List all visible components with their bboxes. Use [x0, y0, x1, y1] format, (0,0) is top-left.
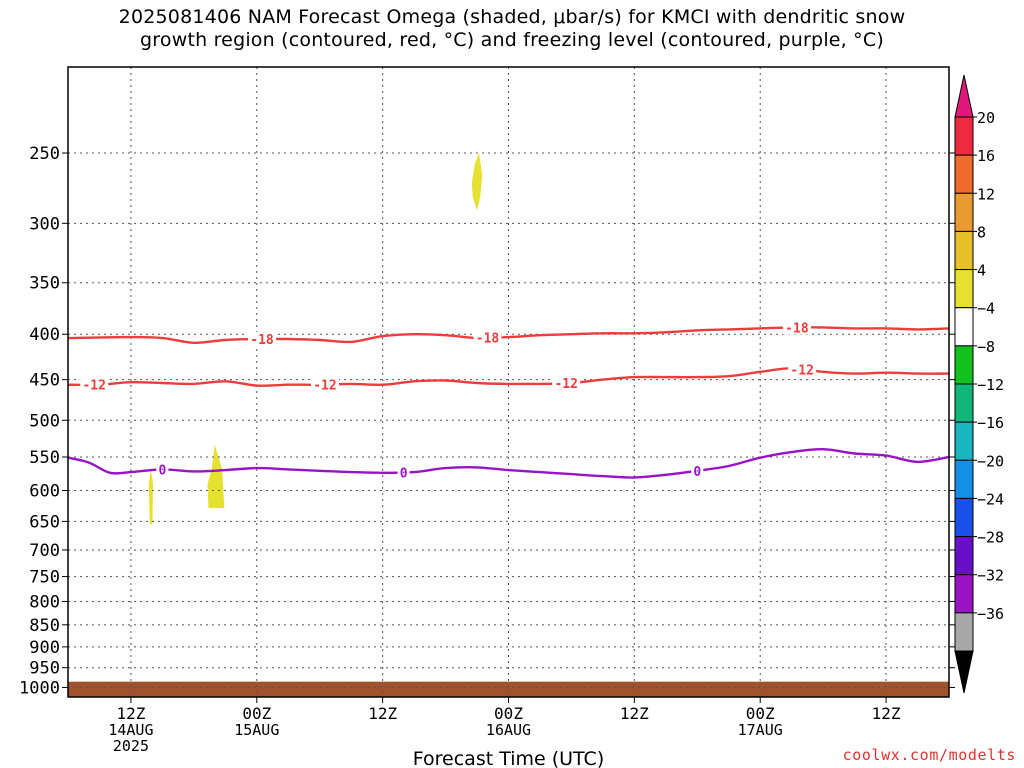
chart-title-line-1: 2025081406 NAM Forecast Omega (shaded, μ…	[118, 6, 906, 28]
x-tick-label: 17AUG	[738, 721, 783, 739]
x-tick-label: 16AUG	[486, 721, 531, 739]
colorbar-swatch	[954, 497, 974, 538]
contour-label-bg	[788, 362, 817, 377]
y-tick-label: 400	[29, 325, 60, 345]
colorbar-label: 16	[977, 147, 995, 165]
contour-label: 0	[400, 466, 408, 481]
x-axis-title: Forecast Time (UTC)	[413, 748, 604, 768]
y-tick-label: 550	[29, 448, 60, 468]
contour-label: 0	[693, 465, 701, 480]
x-tick-label: 12Z	[872, 704, 901, 723]
colorbar-swatch	[954, 307, 974, 347]
omega-shaded-region	[148, 468, 153, 525]
y-tick-label: 600	[29, 482, 60, 502]
colorbar-label: −24	[977, 490, 1004, 508]
chart-title: 2025081406 NAM Forecast Omega (shaded, μ…	[0, 6, 1024, 52]
colorbar-label: −28	[977, 529, 1004, 547]
x-tick-label: 12Z	[620, 704, 649, 723]
contour-label: -12	[313, 379, 336, 394]
colorbar-arrow-top	[954, 74, 974, 118]
colorbar-swatch	[954, 574, 974, 614]
y-tick-label: 300	[29, 214, 60, 234]
x-tick-label: 00Z	[746, 704, 775, 723]
y-tick-label: 650	[29, 512, 60, 532]
y-tick-label: 900	[29, 638, 60, 658]
colorbar-swatch	[954, 154, 974, 194]
colorbar-label: 12	[977, 185, 995, 203]
colorbar-label: −12	[977, 376, 1004, 394]
y-tick-label: 450	[29, 371, 60, 391]
y-tick-label: 350	[29, 274, 60, 294]
x-tick-label: 00Z	[494, 704, 523, 723]
contour-label: -18	[476, 332, 500, 347]
x-tick-label: 00Z	[242, 704, 271, 723]
x-tick-label: 15AUG	[234, 721, 279, 739]
chart-title-line-2: growth region (contoured, red, °C) and f…	[140, 29, 884, 51]
colorbar-swatch	[954, 459, 974, 499]
y-tick-label: 700	[29, 541, 60, 561]
colorbar-swatch	[954, 421, 974, 461]
contour-label-bg	[782, 320, 811, 335]
y-tick-label: 850	[29, 616, 60, 636]
contour-label-bg	[80, 377, 109, 392]
y-tick-label: 750	[29, 568, 60, 588]
colorbar-swatch	[954, 383, 974, 423]
colorbar-arrow-bottom	[954, 650, 974, 694]
contour-line	[68, 326, 949, 345]
contour-label-bg	[473, 330, 502, 345]
colorbar-swatch	[954, 345, 974, 385]
contour-label-bg	[248, 332, 277, 347]
colorbar-swatch	[954, 536, 974, 576]
colorbar-label: −20	[977, 452, 1004, 470]
contour-label: -12	[554, 377, 577, 392]
omega-shaded-region	[471, 153, 483, 211]
x-tick-label: 12Z	[116, 704, 145, 723]
ground-surface	[68, 681, 949, 697]
contour-line	[68, 447, 949, 479]
x-tick-label: 14AUG	[108, 721, 153, 739]
colorbar-label: 4	[977, 262, 986, 280]
contour-label: -18	[250, 333, 274, 348]
colorbar-label: 20	[977, 109, 995, 127]
contour-label-bg	[691, 463, 704, 478]
omega-shaded-region	[207, 444, 225, 509]
contour-label: -18	[785, 321, 809, 336]
colorbar-swatch	[954, 269, 974, 309]
colorbar-swatch	[954, 612, 974, 652]
y-tick-label: 800	[29, 592, 60, 612]
contour-label-bg	[397, 465, 410, 480]
colorbar-label: −8	[977, 338, 995, 356]
plot-area: -18 -18 -18 -12 -12 -12 -12 0 0 0	[68, 67, 949, 697]
contour-label-bg	[552, 376, 581, 391]
colorbar-label: −36	[977, 605, 1004, 623]
x-tick-label: 12Z	[368, 704, 397, 723]
colorbar-swatch	[954, 192, 974, 232]
site-credit: coolwx.com/modelts	[842, 746, 1016, 764]
y-tick-label: 950	[29, 659, 60, 679]
contour-label-bg	[310, 377, 339, 392]
colorbar-swatch	[954, 116, 974, 156]
y-tick-label: 250	[29, 144, 60, 164]
contour-label: -12	[790, 364, 813, 379]
colorbar-label: −4	[977, 300, 995, 318]
y-tick-label: 1000	[19, 678, 60, 698]
colorbar-label: −32	[977, 567, 1004, 585]
colorbar-swatch	[954, 230, 974, 271]
colorbar-label: 8	[977, 223, 986, 241]
contour-label: -12	[82, 379, 105, 394]
contour-label-bg	[156, 462, 169, 477]
y-tick-label: 500	[29, 411, 60, 431]
colorbar-label: −16	[977, 414, 1004, 432]
contour-label: 0	[158, 463, 166, 478]
x-tick-label: 2025	[113, 737, 149, 755]
contour-line	[68, 367, 949, 387]
